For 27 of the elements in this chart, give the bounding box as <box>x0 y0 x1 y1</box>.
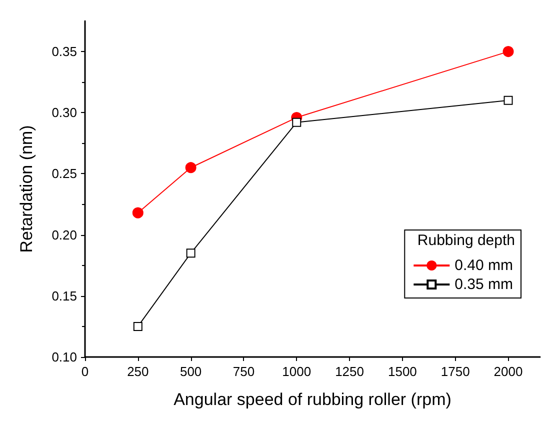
legend-label: 0.35 mm <box>454 276 514 293</box>
y-axis-title: Retardation (nm) <box>17 125 36 253</box>
y-tick-label: 0.15 <box>52 288 77 304</box>
x-tick-label: 500 <box>180 364 202 379</box>
point <box>504 96 513 105</box>
x-axis-title: Angular speed of rubbing roller (rpm) <box>174 390 452 409</box>
point <box>132 207 144 218</box>
point <box>186 248 196 258</box>
x-tick-label: 0 <box>81 364 89 379</box>
legend-title: Rubbing depth <box>417 232 516 249</box>
point <box>292 118 302 127</box>
x-tick-label: 250 <box>127 364 149 379</box>
x-tick-label: 750 <box>232 364 255 379</box>
y-tick-label: 0.30 <box>52 105 77 120</box>
point <box>502 46 514 58</box>
point <box>185 162 196 174</box>
legend-label: 0.40 mm <box>454 257 514 274</box>
y-tick-label: 0.35 <box>52 44 77 60</box>
point <box>133 322 142 331</box>
y-tick-label: 0.25 <box>52 166 77 182</box>
y-tick-label: 0.10 <box>52 350 77 364</box>
x-tick-label: 1500 <box>388 364 417 379</box>
x-tick-label: 1000 <box>282 364 312 379</box>
x-tick-label: 2000 <box>494 364 523 379</box>
y-tick-label: 0.20 <box>52 227 77 242</box>
x-tick-label: 1250 <box>335 364 364 379</box>
x-tick-label: 1750 <box>440 364 470 379</box>
